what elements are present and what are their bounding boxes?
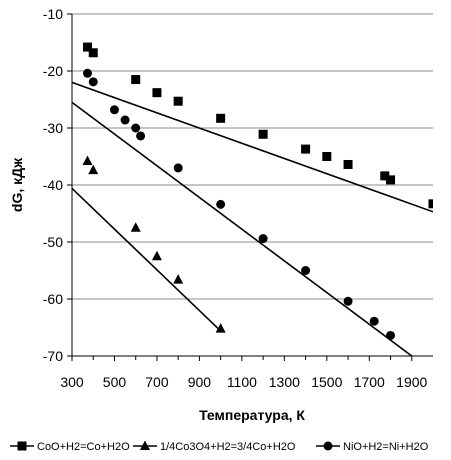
legend-label: NiO+H2=Ni+H2O (343, 441, 429, 453)
gridlines (72, 13, 433, 357)
data-point (380, 171, 390, 181)
data-point (386, 330, 396, 340)
data-point (386, 175, 396, 185)
axes (67, 13, 433, 361)
x-tick-label: 500 (103, 374, 127, 390)
series-line (72, 81, 433, 213)
data-point (216, 113, 226, 123)
data-point (151, 250, 162, 261)
data-point (131, 75, 141, 85)
y-tick-label: -30 (43, 120, 63, 136)
data-point (301, 266, 311, 275)
series-triangle (72, 155, 226, 333)
data-point (88, 48, 98, 58)
y-tick-label: -20 (43, 63, 63, 79)
legend-marker (17, 441, 27, 451)
data-point (83, 68, 93, 78)
series-line (72, 187, 222, 332)
x-tick-label: 1300 (269, 374, 300, 390)
x-tick-label: 300 (60, 374, 84, 390)
x-tick-label: 1900 (396, 374, 427, 390)
data-point (120, 115, 130, 125)
y-tick-label: -60 (43, 291, 63, 307)
legend-entry: CoO+H2=Co+H2O (10, 441, 130, 453)
x-tick-label: 900 (188, 374, 212, 390)
data-point (130, 222, 141, 232)
data-point (82, 155, 93, 166)
data-point (322, 152, 332, 161)
data-point (88, 164, 99, 175)
data-point (109, 105, 119, 115)
data-point (215, 323, 226, 333)
data-point (343, 296, 353, 306)
data-point (216, 199, 226, 209)
series-square (72, 42, 433, 213)
legend-label: CoO+H2=Co+H2O (37, 441, 130, 453)
legend-marker (140, 440, 150, 450)
data-point (301, 144, 311, 154)
data-point (258, 234, 268, 244)
legend-label: 1/4Co3O4+H2=3/4Co+H2O (160, 441, 296, 453)
x-tick-label: 1500 (311, 374, 342, 390)
x-tick-label: 1100 (227, 374, 257, 390)
x-tick-label: 1700 (354, 374, 385, 390)
data-point (152, 88, 162, 98)
series-circle (72, 68, 413, 356)
legend-entry: NiO+H2=Ni+H2O (316, 441, 429, 453)
data-point (136, 131, 146, 141)
data-point (173, 163, 183, 173)
data-point (428, 199, 433, 209)
data-point (88, 77, 98, 87)
y-tick-label: -70 (43, 348, 63, 364)
data-point (258, 129, 268, 139)
y-tick-label: -40 (43, 177, 63, 193)
tick-labels: -70 -60 -50 -40 -30 -20 -10 300 500 700 900 1100 130… (43, 6, 428, 390)
legend: CoO+H2=Co+H2O 1/4Co3O4+H2=3/4Co+H2O NiO+H2… (10, 440, 429, 453)
x-tick-label: 700 (145, 374, 169, 390)
data-point (131, 123, 141, 133)
x-axis-title: Температура, К (199, 407, 305, 423)
data-point (369, 316, 379, 326)
data-point (173, 274, 184, 284)
y-axis-title: dG, кДж (9, 157, 25, 212)
legend-marker (323, 441, 333, 451)
y-tick-label: -50 (43, 234, 63, 250)
series-layer (72, 42, 433, 356)
data-point (83, 42, 93, 52)
data-point (343, 159, 353, 169)
series-line (72, 101, 413, 356)
data-point (173, 96, 183, 106)
legend-entry: 1/4Co3O4+H2=3/4Co+H2O (133, 440, 296, 453)
y-tick-label: -10 (43, 6, 63, 22)
